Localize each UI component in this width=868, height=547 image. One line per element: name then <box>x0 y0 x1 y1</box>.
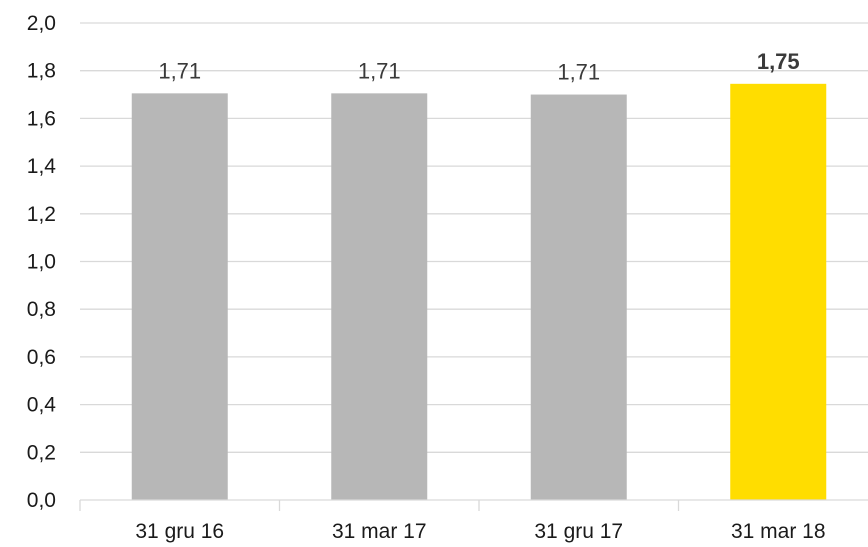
bar <box>530 94 627 501</box>
y-tick-label: 0,0 <box>27 489 56 512</box>
y-tick-label: 0,8 <box>27 298 56 321</box>
x-tick-label: 31 gru 16 <box>135 520 224 543</box>
bar <box>331 93 428 501</box>
y-tick-label: 2,0 <box>27 12 56 35</box>
y-tick-label: 1,2 <box>27 203 56 226</box>
y-tick-label: 1,4 <box>27 155 57 178</box>
data-label: 1,75 <box>757 49 800 74</box>
y-tick-label: 1,8 <box>27 60 56 83</box>
y-tick-label: 0,4 <box>27 394 57 417</box>
y-tick-label: 1,0 <box>27 251 56 274</box>
data-label: 1,71 <box>158 58 201 83</box>
x-tick-label: 31 gru 17 <box>534 520 623 543</box>
bar-highlight <box>730 83 827 500</box>
data-labels: 1,71 1,71 1,71 1,75 <box>158 49 799 85</box>
y-tick-label: 0,2 <box>27 441 56 464</box>
bars <box>131 83 827 501</box>
x-tick-label: 31 mar 17 <box>332 520 427 543</box>
data-label: 1,71 <box>557 60 600 85</box>
y-axis-tick-labels: 0,0 0,2 0,4 0,6 0,8 1,0 1,2 1,4 1,6 1,8 2,0 <box>27 12 57 512</box>
data-label: 1,71 <box>358 58 401 83</box>
bar <box>131 93 228 501</box>
x-axis <box>79 499 868 511</box>
y-tick-label: 1,6 <box>27 107 56 130</box>
x-tick-label: 31 mar 18 <box>731 520 826 543</box>
y-tick-label: 0,6 <box>27 346 56 369</box>
x-axis-tick-labels: 31 gru 16 31 mar 17 31 gru 17 31 mar 18 <box>135 520 825 543</box>
